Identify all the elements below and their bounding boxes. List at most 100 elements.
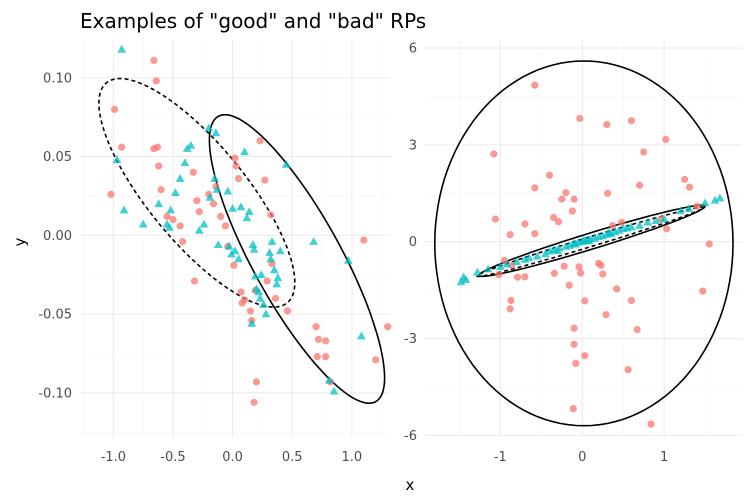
data-point-circle <box>693 202 701 210</box>
data-point-circle <box>531 81 539 89</box>
data-point-triangle <box>171 188 180 196</box>
data-point-triangle <box>230 246 240 255</box>
data-point-circle <box>193 197 201 205</box>
data-point-triangle <box>461 275 471 283</box>
right-points <box>456 81 725 428</box>
data-point-circle <box>217 212 225 221</box>
data-point-triangle <box>604 228 614 236</box>
data-point-triangle <box>584 236 594 245</box>
data-point-circle <box>267 211 275 219</box>
data-point-circle <box>550 269 559 277</box>
data-point-triangle <box>715 193 725 202</box>
x-tick-label: 0.0 <box>222 450 243 465</box>
data-point-triangle <box>532 251 542 260</box>
y-tick-label: 0.00 <box>43 229 72 244</box>
x-tick-label: -1 <box>494 450 507 465</box>
data-point-triangle <box>119 205 129 214</box>
data-point-circle <box>237 288 245 296</box>
data-point-triangle <box>204 123 214 132</box>
data-point-circle <box>163 212 171 221</box>
left-ellipses <box>98 77 386 404</box>
data-point-circle <box>705 240 713 248</box>
data-point-circle <box>221 222 230 230</box>
data-point-triangle <box>228 204 237 212</box>
data-point-circle <box>576 114 584 123</box>
data-point-circle <box>490 150 498 158</box>
data-point-triangle <box>473 267 482 276</box>
data-point-circle <box>178 238 187 246</box>
left-panel: -1.0 -0.5 0.0 0.5 1.0 0.10 0.05 0.00 -0.05 -0.10 <box>38 40 392 465</box>
data-point-circle <box>312 323 320 331</box>
data-point-circle <box>568 207 577 215</box>
y-tick-label: -3 <box>404 332 417 347</box>
data-point-triangle <box>496 262 505 271</box>
data-point-triangle <box>112 155 122 163</box>
x-axis-label: x <box>406 476 415 494</box>
data-point-circle <box>246 307 255 315</box>
data-point-triangle <box>329 386 339 395</box>
data-point-triangle <box>266 254 276 263</box>
data-point-circle <box>613 285 621 293</box>
data-point-circle <box>531 184 539 192</box>
data-point-triangle <box>252 284 261 293</box>
data-point-triangle <box>248 240 258 248</box>
right-ticks: -1 0 1 6 3 0 -3 -6 <box>404 42 668 465</box>
data-point-circle <box>232 162 240 170</box>
x-tick-label: 1.0 <box>342 450 363 465</box>
data-point-circle <box>313 353 321 361</box>
data-point-circle <box>604 189 612 197</box>
data-point-circle <box>570 324 578 332</box>
data-point-triangle <box>138 219 148 228</box>
data-point-circle <box>647 420 655 428</box>
data-point-circle <box>252 378 261 386</box>
data-point-circle <box>261 176 269 184</box>
data-point-circle <box>506 305 514 313</box>
data-point-circle <box>662 135 670 144</box>
data-point-triangle <box>180 158 190 167</box>
ellipse-thin-dashed <box>475 206 705 278</box>
data-point-circle <box>560 262 568 270</box>
data-point-circle <box>491 215 500 223</box>
data-point-circle <box>283 307 292 315</box>
data-point-triangle <box>261 309 271 318</box>
data-point-circle <box>314 335 323 343</box>
data-point-circle <box>495 271 503 279</box>
data-point-circle <box>209 200 218 208</box>
data-point-circle <box>507 296 515 305</box>
data-point-circle <box>636 181 644 189</box>
data-point-triangle <box>175 174 185 182</box>
data-point-circle <box>640 148 648 156</box>
data-point-triangle <box>154 199 164 208</box>
data-point-circle <box>570 195 578 203</box>
data-point-triangle <box>502 259 512 268</box>
data-point-circle <box>569 404 577 413</box>
data-point-triangle <box>710 195 720 204</box>
data-point-triangle <box>270 265 279 274</box>
data-point-triangle <box>234 254 243 263</box>
data-point-circle <box>250 398 258 406</box>
data-point-circle <box>581 352 589 360</box>
data-point-triangle <box>524 253 534 262</box>
data-point-circle <box>263 277 271 285</box>
data-point-triangle <box>211 128 221 137</box>
data-point-circle <box>169 215 177 224</box>
y-tick-label: 0 <box>409 235 417 250</box>
data-point-circle <box>521 273 529 281</box>
data-point-circle <box>155 162 163 170</box>
data-point-circle <box>107 190 115 198</box>
data-point-circle <box>575 263 583 271</box>
data-point-triangle <box>275 246 285 255</box>
data-point-triangle <box>165 222 174 231</box>
y-tick-label: -0.05 <box>38 308 72 323</box>
data-point-circle <box>685 183 694 191</box>
x-tick-label: 1 <box>660 450 668 465</box>
data-point-triangle <box>324 375 334 384</box>
data-point-circle <box>189 168 197 176</box>
data-point-triangle <box>651 216 661 224</box>
ellipse-dashed <box>98 77 296 308</box>
y-tick-label: 0.10 <box>43 71 72 86</box>
data-point-circle <box>256 137 264 145</box>
data-point-triangle <box>236 202 246 211</box>
data-point-triangle <box>357 331 366 340</box>
